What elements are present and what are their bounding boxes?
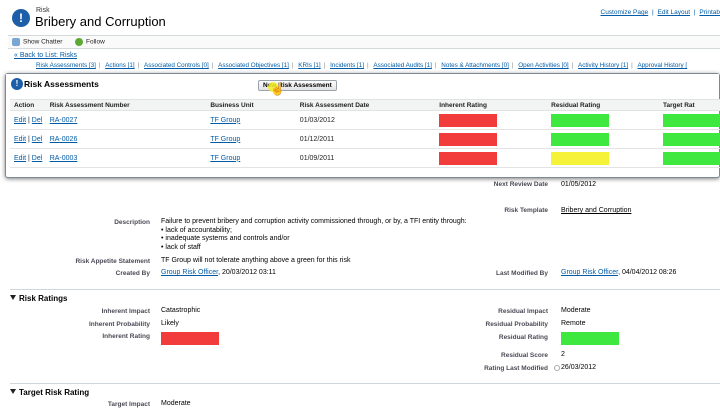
risk-assessment-number-link[interactable]: RA-0026 xyxy=(50,136,78,143)
residual-rating-label: Residual Rating xyxy=(499,334,548,341)
created-by-label: Created By xyxy=(116,270,150,277)
column-header[interactable]: Risk Assessment Date xyxy=(296,100,435,111)
target-rating-swatch xyxy=(663,152,720,165)
risk-assessment-date: 01/09/2011 xyxy=(296,149,435,168)
action-cell: Edit | Del xyxy=(10,130,46,149)
collapse-triangle-icon[interactable] xyxy=(10,389,16,394)
table-row: Edit | Del RA-0026 TF Group 01/12/2011 xyxy=(10,130,720,149)
table-header-row: Action Risk Assessment Number Business U… xyxy=(10,100,720,111)
target-impact-label: Target Impact xyxy=(108,401,150,408)
business-unit-link[interactable]: TF Group xyxy=(210,136,240,143)
rating-last-modified-label: Rating Last Modified xyxy=(484,365,548,372)
risk-assessment-date: 01/03/2012 xyxy=(296,111,435,130)
action-separator: | xyxy=(28,155,30,162)
inherent-rating-swatch xyxy=(439,133,497,146)
business-unit-link[interactable]: TF Group xyxy=(210,155,240,162)
inherent-rating-swatch xyxy=(161,332,219,345)
edit-link[interactable]: Edit xyxy=(14,155,26,162)
rating-last-modified-value: 26/03/2012 xyxy=(561,364,596,371)
action-cell: Edit | Del xyxy=(10,149,46,168)
description-line: • lack of accountability; xyxy=(161,227,467,236)
risk-appetite-label: Risk Appetite Statement xyxy=(75,258,150,265)
modified-by-user-link[interactable]: Group Risk Officer xyxy=(561,269,618,276)
created-by-user-link[interactable]: Group Risk Officer xyxy=(161,269,218,276)
next-review-date-value: 01/05/2012 xyxy=(561,181,596,188)
residual-probability-value: Remote xyxy=(561,320,586,327)
delete-link[interactable]: Del xyxy=(32,117,43,124)
action-separator: | xyxy=(28,117,30,124)
table-row: Edit | Del RA-0027 TF Group 01/03/2012 xyxy=(10,111,720,130)
column-header: Action xyxy=(10,100,46,111)
risk-ratings-title: Risk Ratings xyxy=(19,294,67,303)
column-header[interactable]: Inherent Rating xyxy=(435,100,547,111)
info-icon xyxy=(554,365,560,371)
risk-assessments-hover-popup: ! Risk Assessments New Risk Assessment ☝… xyxy=(5,73,720,178)
risk-assessments-table: Action Risk Assessment Number Business U… xyxy=(10,99,720,168)
next-review-date-label: Next Review Date xyxy=(494,181,548,188)
inherent-probability-label: Inherent Probability xyxy=(89,321,150,328)
inherent-impact-value: Catastrophic xyxy=(161,307,200,314)
description-label: Description xyxy=(114,219,150,226)
description-line: • inadequate systems and controls and/or xyxy=(161,235,467,244)
target-risk-rating-title: Target Risk Rating xyxy=(19,388,89,397)
risk-assessment-date: 01/12/2011 xyxy=(296,130,435,149)
description-value: Failure to prevent bribery and corruptio… xyxy=(161,218,467,252)
popup-header: ! Risk Assessments New Risk Assessment ☝ xyxy=(6,74,719,96)
column-header[interactable]: Business Unit xyxy=(206,100,295,111)
action-separator: | xyxy=(28,136,30,143)
risk-assessment-number-link[interactable]: RA-0027 xyxy=(50,117,78,124)
last-modified-label: Last Modified By xyxy=(496,270,548,277)
residual-impact-label: Residual Impact xyxy=(498,308,548,315)
target-rating-swatch xyxy=(663,133,720,146)
edit-link[interactable]: Edit xyxy=(14,117,26,124)
action-cell: Edit | Del xyxy=(10,111,46,130)
risk-assessment-icon: ! xyxy=(11,78,23,90)
risk-template-link[interactable]: Bribery and Corruption xyxy=(561,207,631,214)
popup-title: Risk Assessments xyxy=(24,79,99,89)
residual-score-value: 2 xyxy=(561,351,565,358)
created-date: , 20/03/2012 03:11 xyxy=(218,269,276,276)
business-unit-link[interactable]: TF Group xyxy=(210,117,240,124)
last-modified-value: Group Risk Officer, 04/04/2012 08:26 xyxy=(561,269,676,276)
residual-rating-swatch xyxy=(551,133,609,146)
modified-date: , 04/04/2012 08:26 xyxy=(618,269,676,276)
risk-appetite-value: TF Group will not tolerate anything abov… xyxy=(161,257,350,264)
inherent-probability-value: Likely xyxy=(161,320,179,327)
risk-assessment-number-link[interactable]: RA-0003 xyxy=(50,155,78,162)
hand-cursor-icon: ☝ xyxy=(270,83,280,95)
target-rating-swatch xyxy=(663,114,720,127)
created-by-value: Group Risk Officer, 20/03/2012 03:11 xyxy=(161,269,276,276)
inherent-rating-label: Inherent Rating xyxy=(102,333,150,340)
description-line: Failure to prevent bribery and corruptio… xyxy=(161,218,467,227)
description-line: • lack of staff xyxy=(161,244,467,253)
table-row: Edit | Del RA-0003 TF Group 01/09/2011 xyxy=(10,149,720,168)
delete-link[interactable]: Del xyxy=(32,155,43,162)
inherent-rating-swatch xyxy=(439,114,497,127)
target-risk-rating-section-header[interactable]: Target Risk Rating xyxy=(10,383,720,397)
risk-ratings-section-header[interactable]: Risk Ratings xyxy=(10,289,720,303)
residual-rating-swatch xyxy=(561,332,619,345)
collapse-triangle-icon[interactable] xyxy=(10,295,16,300)
residual-rating-swatch xyxy=(551,152,609,165)
edit-link[interactable]: Edit xyxy=(14,136,26,143)
delete-link[interactable]: Del xyxy=(32,136,43,143)
residual-probability-label: Residual Probability xyxy=(486,321,549,328)
column-header[interactable]: Risk Assessment Number xyxy=(46,100,207,111)
column-header[interactable]: Target Rat xyxy=(659,100,720,111)
residual-score-label: Residual Score xyxy=(501,352,548,359)
inherent-rating-swatch xyxy=(439,152,497,165)
column-header[interactable]: Residual Rating xyxy=(547,100,659,111)
inherent-impact-label: Inherent Impact xyxy=(102,308,150,315)
risk-template-label: Risk Template xyxy=(504,207,548,214)
residual-impact-value: Moderate xyxy=(561,307,591,314)
residual-rating-swatch xyxy=(551,114,609,127)
